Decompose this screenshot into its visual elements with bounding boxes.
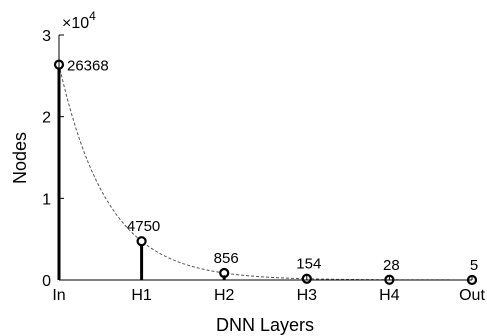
- trend-curve: [58, 64, 472, 281]
- ticks: 0 1 2 3 In H1 H2 H3 H4 Out: [42, 28, 485, 304]
- axes: [58, 35, 472, 281]
- data-label: 4750: [127, 218, 160, 235]
- data-label: 856: [214, 250, 239, 267]
- x-axis-title: DNN Layers: [216, 315, 314, 335]
- data-label: 28: [383, 257, 400, 274]
- x-tick-label: H3: [297, 287, 318, 304]
- y-multiplier-base: ×10: [62, 15, 89, 32]
- plot-area: 26368 4750 856 154 28 5: [53, 58, 478, 286]
- data-label: 26368: [67, 58, 109, 75]
- data-point: [136, 236, 147, 247]
- x-tick-label: Out: [459, 287, 485, 304]
- x-tick-label: H2: [214, 287, 235, 304]
- x-tick-label: H4: [379, 287, 400, 304]
- x-tick-label: In: [52, 287, 65, 304]
- y-tick-label: 2: [42, 110, 51, 127]
- y-axis-title: Nodes: [10, 132, 30, 184]
- data-label: 5: [470, 257, 478, 274]
- y-tick-label: 1: [42, 191, 51, 208]
- y-tick-label: 3: [42, 28, 51, 45]
- y-multiplier-exponent: 4: [89, 9, 96, 23]
- data-label: 154: [296, 256, 321, 273]
- y-tick-label: 0: [42, 273, 51, 290]
- y-multiplier-label: ×104: [62, 9, 96, 32]
- x-tick-label: H1: [131, 287, 152, 304]
